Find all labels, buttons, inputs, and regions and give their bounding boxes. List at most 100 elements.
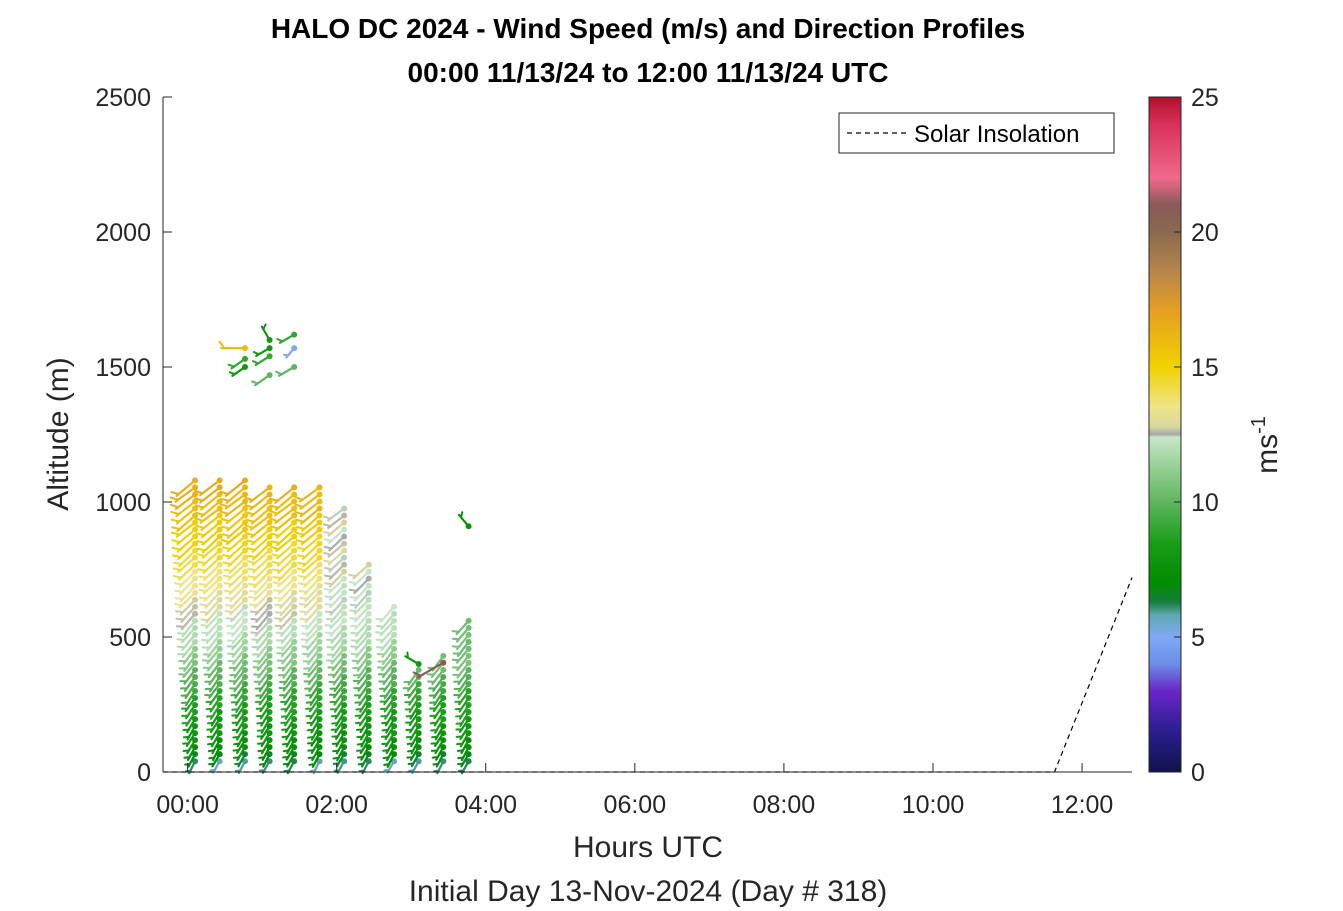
- barb-flag: [175, 625, 185, 628]
- barb-station-dot: [291, 364, 298, 370]
- wind-barb: [258, 758, 273, 774]
- x-ticks: 00:00 02:00 04:00 06:00 08:00 10:00 12:00: [156, 763, 1113, 819]
- barb-flag: [324, 595, 334, 599]
- barb-station-dot: [391, 631, 398, 638]
- wind-barb: [358, 758, 372, 775]
- barb-station-dot: [391, 610, 398, 617]
- barb-station-dot: [266, 666, 273, 673]
- wind-barb: [196, 526, 223, 546]
- barb-station-dot: [266, 659, 273, 666]
- wind-barb: [355, 716, 372, 734]
- wind-barb: [201, 624, 223, 644]
- barb-station-dot: [316, 744, 323, 751]
- barb-station-dot: [440, 666, 447, 673]
- wind-barb: [324, 617, 348, 637]
- barb-flag: [169, 503, 180, 509]
- barb-station-dot: [465, 758, 472, 765]
- barb-station-dot: [291, 638, 298, 645]
- barb-station-dot: [316, 526, 323, 533]
- wind-barb: [379, 688, 398, 706]
- barb-flag: [324, 602, 334, 606]
- wind-barb: [457, 751, 472, 768]
- wind-barb: [202, 645, 223, 665]
- barb-station-dot: [291, 561, 298, 568]
- wind-barb: [295, 505, 323, 525]
- wind-barb: [222, 547, 248, 568]
- barb-station-dot: [241, 730, 248, 737]
- wind-barb: [170, 477, 199, 498]
- barb-flag: [349, 624, 359, 628]
- wind-barb: [173, 568, 199, 588]
- wind-barb: [272, 568, 298, 588]
- barb-station-dot: [266, 337, 273, 343]
- wind-barb: [381, 716, 398, 734]
- wind-barb: [251, 631, 273, 651]
- wind-barb: [231, 695, 248, 714]
- barb-station-dot: [440, 744, 447, 751]
- barb-station-dot: [241, 345, 248, 352]
- barb-shaft: [174, 493, 197, 511]
- wind-barbs: [169, 323, 472, 775]
- wind-barb: [260, 323, 273, 343]
- wind-barb: [349, 610, 372, 630]
- wind-barb: [306, 716, 323, 734]
- wind-barb: [453, 666, 472, 686]
- wind-barb: [174, 575, 199, 596]
- wind-barb: [225, 589, 248, 610]
- wind-barb: [252, 652, 273, 672]
- barb-station-dot: [316, 666, 323, 673]
- barb-station-dot: [266, 533, 273, 540]
- barb-station-dot: [391, 673, 398, 680]
- barb-station-dot: [440, 723, 447, 730]
- wind-barb: [309, 758, 323, 775]
- barb-station-dot: [241, 631, 248, 638]
- wind-barb: [324, 582, 348, 601]
- wind-barb: [324, 575, 348, 594]
- barb-flag: [269, 525, 280, 530]
- barb-flag: [308, 763, 316, 766]
- wind-barb: [255, 695, 273, 713]
- barb-flag: [295, 518, 305, 523]
- barb-flag: [225, 617, 235, 621]
- barb-station-dot: [241, 533, 248, 540]
- barb-station-dot: [415, 702, 422, 709]
- wind-barb: [356, 723, 372, 741]
- barb-flag: [459, 511, 464, 519]
- wind-barb: [304, 673, 323, 693]
- barb-flag: [296, 546, 306, 551]
- barb-flag: [207, 749, 215, 752]
- barb-flag: [248, 603, 258, 607]
- barb-station-dot: [266, 575, 273, 582]
- wind-barb: [305, 688, 323, 706]
- barb-station-dot: [241, 716, 248, 723]
- wind-barb: [274, 589, 298, 609]
- barb-station-dot: [241, 751, 248, 758]
- wind-barb: [276, 645, 298, 665]
- wind-barb: [282, 751, 298, 768]
- barb-station-dot: [391, 624, 398, 631]
- barb-station-dot: [192, 498, 199, 505]
- barb-station-dot: [192, 484, 199, 491]
- wind-barb: [201, 631, 223, 652]
- barb-station-dot: [365, 758, 372, 765]
- wind-barb: [381, 709, 398, 727]
- barb-flag: [272, 581, 282, 586]
- wind-barb: [246, 540, 273, 561]
- barb-flag: [350, 631, 360, 635]
- wind-barb: [354, 688, 372, 707]
- barb-flag: [228, 371, 236, 376]
- barb-station-dot: [192, 617, 199, 624]
- barb-station-dot: [192, 505, 199, 512]
- barb-station-dot: [415, 680, 422, 687]
- barb-flag: [173, 561, 183, 565]
- barb-station-dot: [391, 645, 398, 652]
- barb-station-dot: [241, 744, 248, 751]
- barb-station-dot: [241, 589, 248, 596]
- barb-station-dot: [365, 673, 372, 680]
- barb-station-dot: [266, 652, 273, 659]
- barb-flag: [208, 756, 216, 760]
- barb-station-dot: [440, 673, 447, 680]
- barb-flag: [298, 589, 308, 593]
- barb-station-dot: [316, 723, 323, 730]
- barb-flag: [271, 560, 282, 565]
